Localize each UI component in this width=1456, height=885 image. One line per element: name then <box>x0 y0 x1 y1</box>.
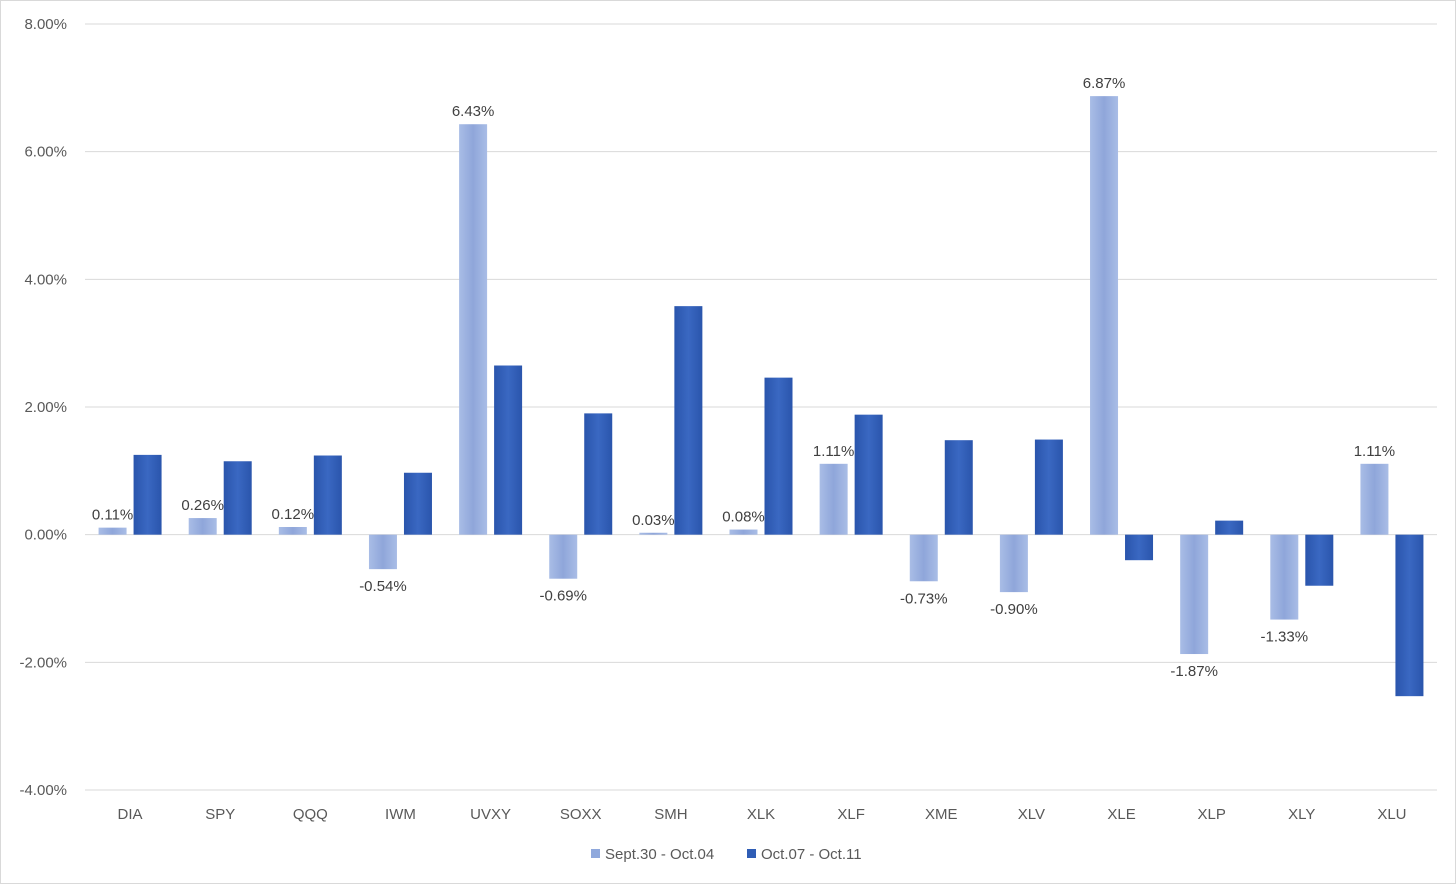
category-label-xly: XLY <box>1288 806 1315 823</box>
bar-dia-series-2 <box>133 454 162 535</box>
bar-xly-series-2 <box>1305 534 1334 586</box>
category-label-smh: SMH <box>654 806 687 823</box>
data-label-spy: 0.26% <box>181 497 224 514</box>
data-label-smh: 0.03% <box>632 512 675 529</box>
gridlines <box>85 23 1437 791</box>
y-tick-label: 0.00% <box>24 527 67 544</box>
category-label-dia: DIA <box>118 806 143 823</box>
bar-xlv-series-2 <box>1034 439 1063 535</box>
bar-qqq-series-1 <box>278 527 307 535</box>
legend-label-series-1: Sept.30 - Oct.04 <box>605 846 714 863</box>
data-label-xlp: -1.87% <box>1170 663 1218 680</box>
bar-xlk-series-1 <box>729 529 758 535</box>
bar-xlp-series-1 <box>1180 534 1209 655</box>
category-label-xlu: XLU <box>1377 806 1406 823</box>
bar-qqq-series-2 <box>313 455 342 535</box>
y-tick-label: -4.00% <box>19 782 67 799</box>
data-labels: 0.11% 0.26% 0.12% -0.54% 6.43% -0.69% 0.03% 0.0… <box>92 75 1395 680</box>
data-label-uvxy: 6.43% <box>452 103 495 120</box>
data-label-qqq: 0.12% <box>272 506 315 523</box>
category-label-spy: SPY <box>205 806 235 823</box>
category-label-xme: XME <box>925 806 958 823</box>
bar-soxx-series-2 <box>584 413 613 535</box>
category-label-uvxy: UVXY <box>470 806 511 823</box>
y-tick-label: 6.00% <box>24 144 67 161</box>
bar-xle-series-1 <box>1090 96 1119 535</box>
data-label-xme: -0.73% <box>900 590 948 607</box>
category-label-xlp: XLP <box>1197 806 1225 823</box>
bar-dia-series-1 <box>98 527 127 535</box>
data-label-xlk: 0.08% <box>722 509 765 526</box>
data-label-xlv: -0.90% <box>990 601 1038 618</box>
legend-label-series-2: Oct.07 - Oct.11 <box>761 846 862 863</box>
bar-xlf-series-1 <box>819 463 848 535</box>
data-label-soxx: -0.69% <box>539 588 587 605</box>
bar-uvxy-series-1 <box>459 124 488 535</box>
bar-xlk-series-2 <box>764 377 793 535</box>
y-axis-tick-labels: 8.00% 6.00% 4.00% 2.00% 0.00% -2.00% -4.00% <box>19 16 67 799</box>
y-tick-label: 8.00% <box>24 16 67 33</box>
legend-swatch-series-2 <box>747 849 756 858</box>
legend: Sept.30 - Oct.04 Oct.07 - Oct.11 <box>591 846 862 863</box>
bar-spy-series-2 <box>223 461 252 535</box>
bar-spy-series-1 <box>188 518 217 535</box>
bar-xlf-series-2 <box>854 414 883 535</box>
data-label-xlu: 1.11% <box>1354 443 1395 460</box>
data-label-iwm: -0.54% <box>359 578 407 595</box>
data-label-dia: 0.11% <box>92 507 133 524</box>
y-tick-label: 4.00% <box>24 271 67 288</box>
bar-xlv-series-1 <box>999 534 1028 593</box>
data-label-xlf: 1.11% <box>813 443 854 460</box>
legend-swatch-series-1 <box>591 849 600 858</box>
category-label-iwm: IWM <box>385 806 416 823</box>
bar-xlu-series-1 <box>1360 463 1389 535</box>
bar-xme-series-1 <box>909 534 938 582</box>
bar-smh-series-2 <box>674 306 703 535</box>
category-label-xlk: XLK <box>747 806 775 823</box>
category-label-xle: XLE <box>1107 806 1135 823</box>
bar-smh-series-1 <box>639 532 668 535</box>
bar-xly-series-1 <box>1270 534 1299 620</box>
bar-soxx-series-1 <box>549 534 578 579</box>
bar-iwm-series-1 <box>368 534 397 570</box>
x-axis-category-labels: DIA SPY QQQ IWM UVXY SOXX SMH XLK XLF XME XLV XLE XL… <box>118 806 1407 823</box>
bar-xlu-series-2 <box>1395 534 1424 697</box>
y-tick-label: -2.00% <box>19 654 67 671</box>
y-tick-label: 2.00% <box>24 399 67 416</box>
bars <box>98 96 1424 697</box>
bar-xle-series-2 <box>1125 534 1154 561</box>
category-label-xlf: XLF <box>837 806 865 823</box>
bar-xme-series-2 <box>944 440 973 535</box>
category-label-xlv: XLV <box>1018 806 1045 823</box>
data-label-xly: -1.33% <box>1261 629 1309 646</box>
data-label-xle: 6.87% <box>1083 75 1126 92</box>
bar-iwm-series-2 <box>403 472 432 535</box>
bar-uvxy-series-2 <box>494 365 523 535</box>
category-label-qqq: QQQ <box>293 806 328 823</box>
bar-xlp-series-2 <box>1215 520 1244 535</box>
category-label-soxx: SOXX <box>560 806 602 823</box>
